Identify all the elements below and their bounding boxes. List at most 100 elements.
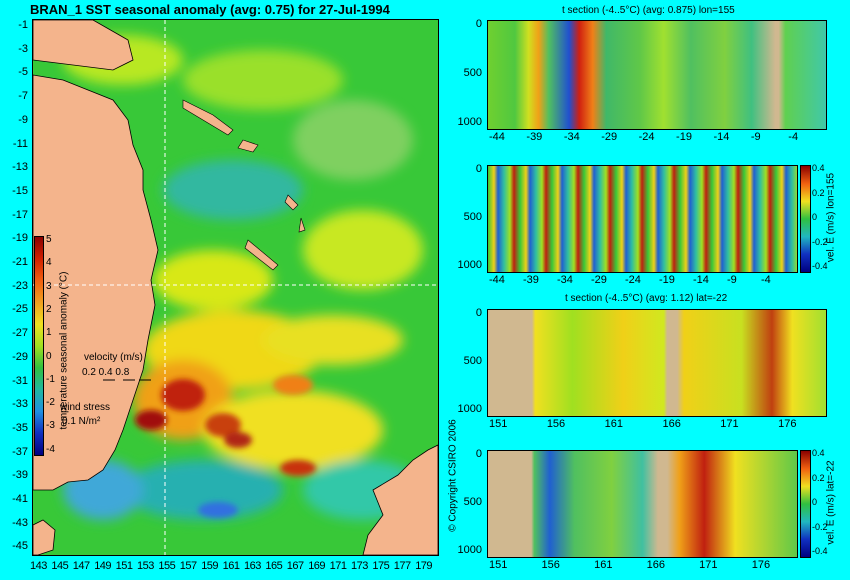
lat-tick-label: -37 [12,445,28,458]
section-y-tick-label: 500 [463,67,482,79]
section-y-tick-label: 0 [475,448,482,460]
lat-tick-label: -5 [18,66,28,79]
lon-tick-label: 167 [286,560,304,572]
colorbar-tick-label: 5 [46,234,52,245]
lat-tick-label: -17 [12,208,28,221]
lon-tick-label: 149 [94,560,112,572]
copyright-text: © Copyright CSIRO 2006 [447,419,459,532]
section2-colorbar [800,165,811,273]
section-colorbar-tick-label: 0 [812,497,818,507]
australia-landmass [33,74,159,491]
lon-tick-label: 171 [329,560,347,572]
section-x-tick-label: -39 [523,274,539,286]
lat-tick-label: -41 [12,493,28,505]
section-x-tick-label: 156 [541,559,560,571]
section3-title: t section (-4..5°C) (avg: 1.12) lat=-22 [565,293,728,304]
lat-tick-label: -35 [12,421,28,434]
lat-tick-label: -27 [12,327,28,340]
section-x-tick-label: -24 [625,274,641,286]
colorbar-tick-label: 3 [46,280,52,292]
section-x-tick-label: 166 [662,418,681,430]
section-x-tick-label: -34 [557,274,573,286]
section-x-tick-label: -24 [638,131,655,143]
section-x-tick-label: 176 [778,418,797,430]
section1-title: t section (-4..5°C) (avg: 0.875) lon=155 [562,5,735,16]
section-y-tick-label: 1000 [457,544,482,556]
section-y-tick-label: 500 [463,355,482,367]
section-x-tick-label: 166 [646,559,665,571]
section-colorbar-tick-label: 0.2 [812,472,825,483]
section3-plot [487,309,827,417]
lon-tick-label: 159 [201,560,219,572]
lat-tick-label: -9 [18,113,28,126]
velocity-legend-values: 0.2 0.4 0.8 [82,367,130,378]
section-x-tick-label: -44 [489,131,505,143]
section-colorbar-tick-label: -0.2 [812,236,828,247]
lon-tick-label: 173 [351,560,368,572]
lat-tick-label: -19 [12,232,28,245]
lat-tick-label: -13 [12,161,28,174]
lat-tick-label: -45 [12,540,28,553]
lon-tick-label: 153 [137,560,154,572]
lat-tick-label: -29 [12,350,28,363]
lat-tick-label: -15 [12,184,28,197]
section-y-tick-label: 500 [463,496,482,508]
new-zealand-landmass [362,444,438,555]
lon-tick-label: 143 [30,560,47,572]
lon-tick-label: 169 [308,560,326,572]
section-x-tick-label: 151 [489,418,508,430]
section-x-tick-label: 176 [751,559,771,571]
section-x-tick-label: -9 [727,274,737,286]
map-colorbar-label: temperature seasonal anomaly (°C) [58,271,70,430]
colorbar-tick-label: -2 [46,397,55,409]
section-x-tick-label: -14 [713,131,730,143]
section-colorbar-tick-label: -0.2 [812,521,828,532]
section-colorbar-tick-label: -0.4 [812,546,828,556]
lon-tick-label: 157 [179,560,197,572]
section-y-tick-label: 0 [475,307,482,319]
sst-map [32,19,439,556]
section-x-tick-label: -4 [761,274,771,286]
section-colorbar-tick-label: 0.2 [812,187,825,198]
section-x-tick-label: -19 [659,274,675,286]
lon-tick-label: 147 [72,560,90,572]
section4-side-label: vel. E (m/s) lat=-22 [825,460,837,545]
section4-plot [487,450,798,558]
velocity-legend-label: velocity (m/s) [84,352,143,363]
lat-tick-label: -23 [12,279,28,292]
section-y-tick-label: 0 [475,18,482,30]
section-colorbar-tick-label: -0.4 [812,261,828,271]
section2-side-label: vel. E (m/s) lon=155 [825,172,837,263]
section-colorbar-tick-label: 0 [812,212,818,222]
tasmania-landmass [33,519,56,555]
section-y-tick-label: 500 [463,211,482,223]
wind-legend-label: wind stress [60,402,111,413]
lat-tick-label: -25 [12,303,28,316]
colorbar-tick-label: 4 [46,257,52,269]
pacific-islands [182,99,306,271]
colorbar-tick-label: -3 [46,420,55,432]
section-x-tick-label: 171 [699,559,718,571]
colorbar-tick-label: 1 [46,327,52,339]
lon-tick-label: 161 [222,560,240,572]
lon-tick-label: 145 [51,560,69,572]
section-x-tick-label: -4 [788,131,799,143]
lat-tick-label: -33 [12,398,28,411]
map-colorbar [34,236,44,456]
colorbar-tick-label: 2 [46,303,52,315]
wind-legend-value: 0.1 N/m² [62,416,101,427]
colorbar-tick-label: -1 [46,373,55,385]
section-colorbar-tick-label: 0.4 [812,163,825,173]
section-x-tick-label: 171 [720,418,739,430]
lon-tick-label: 151 [115,560,133,572]
section-x-tick-label: 161 [594,559,613,571]
lat-tick-label: -21 [12,256,28,268]
colorbar-tick-label: -4 [46,443,55,455]
lon-tick-label: 175 [372,560,390,572]
new-guinea-landmass [33,20,134,71]
lat-tick-label: -1 [18,19,28,31]
section-x-tick-label: 161 [604,418,623,430]
section-x-tick-label: -29 [601,131,618,143]
section2-plot [487,165,798,273]
lat-tick-label: -43 [12,516,28,529]
